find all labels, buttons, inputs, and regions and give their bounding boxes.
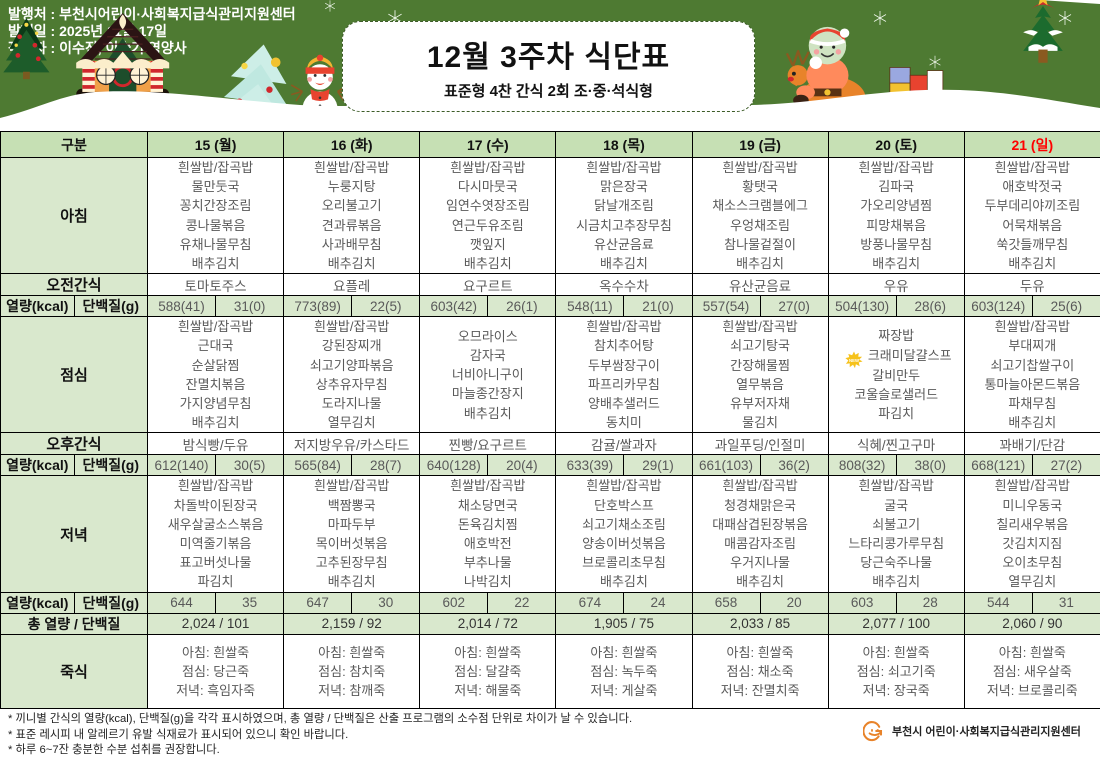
- svg-text:NEW: NEW: [849, 358, 860, 363]
